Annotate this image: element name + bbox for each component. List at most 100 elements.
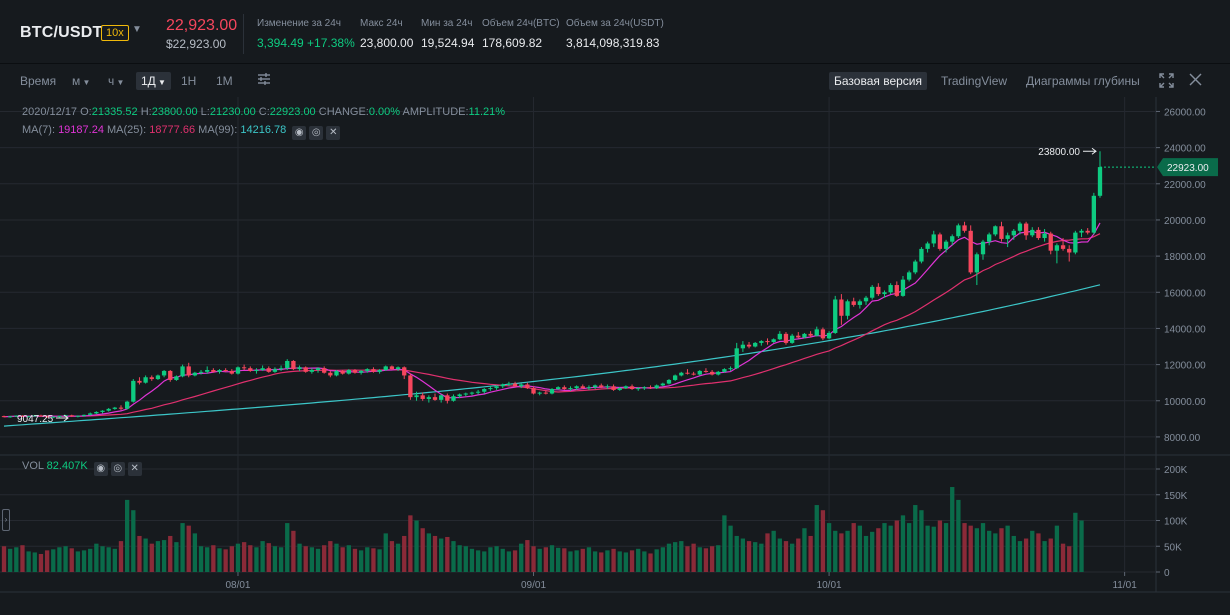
candle-body <box>722 369 727 372</box>
volume-bar <box>1048 538 1053 572</box>
volume-bar <box>235 543 241 572</box>
candle-body <box>432 397 438 400</box>
volume-value: 82.407K <box>46 460 88 472</box>
volume-bar <box>617 551 622 572</box>
close-icon[interactable] <box>1189 73 1202 89</box>
candle-body <box>94 411 99 414</box>
candle-body <box>1097 167 1103 196</box>
close-icon[interactable]: ✕ <box>326 126 341 140</box>
volume-bar <box>315 548 321 572</box>
stat-value: 3,814,098,319.83 <box>566 36 660 50</box>
interval-time-label[interactable]: Время <box>20 74 57 88</box>
volume-bar <box>808 535 813 572</box>
interval-hour-label: ч <box>108 74 115 88</box>
volume-bars <box>1 487 1084 572</box>
collapse-panel-handle[interactable]: › <box>2 509 10 531</box>
volume-bar <box>365 547 370 572</box>
stat-label: Объем 24ч(BTC) <box>482 18 560 29</box>
volume-bar <box>519 543 524 572</box>
volume-bar <box>512 550 518 572</box>
volume-bar <box>205 547 210 572</box>
interval-week[interactable]: 1Н <box>181 74 197 88</box>
volume-bar <box>124 499 130 572</box>
candle-body <box>556 387 561 390</box>
candle-body <box>229 370 234 374</box>
candle-body <box>291 360 296 370</box>
volume-bar <box>500 548 505 572</box>
volume-bar <box>69 548 74 572</box>
interval-minute-dropdown[interactable]: м ▼ <box>72 74 90 88</box>
candle-body <box>340 370 345 374</box>
candle-body <box>525 384 530 389</box>
candle-body <box>876 286 881 295</box>
interval-hour-dropdown[interactable]: ч ▼ <box>108 74 124 88</box>
high-marker-arrow <box>1083 147 1097 155</box>
candle-body <box>1030 229 1035 236</box>
candle-body <box>100 410 105 412</box>
candle-body <box>796 335 801 338</box>
volume-bar <box>451 541 456 572</box>
candle-body <box>137 380 142 383</box>
volume-bar <box>131 510 136 572</box>
volume-bar <box>974 528 980 572</box>
volume-bar <box>186 525 191 572</box>
candle-body <box>38 415 44 417</box>
stat-label: Изменение за 24ч <box>257 18 341 29</box>
candle-body <box>198 371 204 373</box>
candle-body <box>537 392 542 394</box>
fullscreen-icon[interactable] <box>1159 73 1174 91</box>
candle-body <box>765 341 770 343</box>
candle-body <box>303 367 308 372</box>
close-icon[interactable]: ✕ <box>127 462 142 476</box>
view-basic-tab[interactable]: Базовая версия <box>829 72 927 90</box>
volume-bar <box>845 530 850 572</box>
candle-body <box>1060 245 1066 249</box>
candle-body <box>617 388 622 390</box>
candle-body <box>913 261 918 273</box>
candle-body <box>925 243 930 249</box>
candle-body <box>211 370 216 372</box>
settings-icon[interactable]: ◎ <box>309 126 324 140</box>
settings-icon[interactable]: ◎ <box>110 462 125 476</box>
volume-bar <box>469 548 475 572</box>
volume-tick-label: 0 <box>1164 568 1170 579</box>
view-tradingview-tab[interactable]: TradingView <box>941 74 1008 88</box>
chevron-down-icon[interactable]: ▼ <box>132 24 142 35</box>
candle-body <box>322 368 327 373</box>
candle-body <box>118 407 124 409</box>
volume-bar <box>1060 543 1066 572</box>
view-depth-tab[interactable]: Диаграммы глубины <box>1026 74 1140 88</box>
volume-bar <box>703 548 709 572</box>
candle-body <box>235 367 241 374</box>
volume-bar <box>919 510 924 572</box>
volume-bar <box>439 538 444 572</box>
chevron-down-icon: ▼ <box>114 78 125 87</box>
volume-bar <box>88 548 93 572</box>
candle-body <box>494 386 499 389</box>
eye-icon[interactable]: ◉ <box>292 126 307 140</box>
volume-bar <box>660 547 665 572</box>
interval-day-dropdown[interactable]: 1Д ▼ <box>136 72 171 90</box>
candle-body <box>642 387 647 389</box>
volume-bar <box>814 505 819 572</box>
interval-month[interactable]: 1М <box>216 74 233 88</box>
volume-bar <box>1073 512 1078 572</box>
volume-bar <box>180 523 185 572</box>
volume-bar <box>432 535 438 572</box>
candle-body <box>174 376 179 380</box>
leverage-badge[interactable]: 10x <box>101 25 129 41</box>
candle-body <box>143 377 148 383</box>
pair-selector[interactable]: BTC/USDT <box>20 24 103 41</box>
volume-bar <box>155 541 161 572</box>
eye-icon[interactable]: ◉ <box>93 462 108 476</box>
stat-label: Мин за 24ч <box>421 18 473 29</box>
volume-bar <box>32 552 37 572</box>
indicator-settings-icon[interactable] <box>256 71 272 90</box>
ma99-line <box>3 284 1101 427</box>
candle-body <box>654 385 659 389</box>
amplitude-value: 11.21% <box>468 106 506 118</box>
price-tick-label: 18000.00 <box>1164 252 1206 263</box>
candle-body <box>205 370 210 372</box>
candle-body <box>851 301 856 305</box>
